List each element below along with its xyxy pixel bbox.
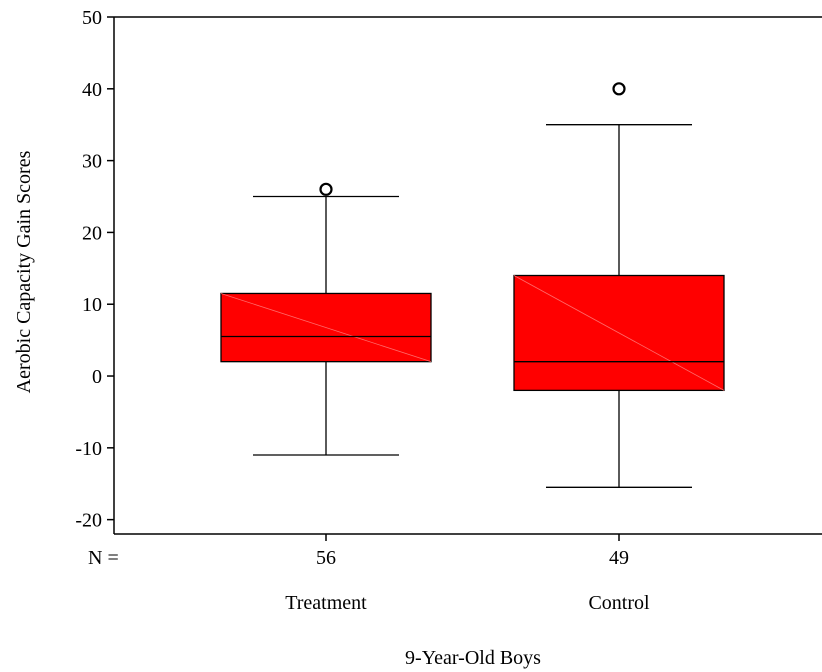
x-axis-label: 9-Year-Old Boys [405, 647, 541, 669]
n-value-label: 56 [316, 547, 336, 569]
y-tick-label: 0 [92, 366, 102, 388]
n-value-label: 49 [609, 547, 629, 569]
y-tick-label: 10 [82, 294, 102, 316]
n-label: N = [88, 547, 119, 569]
box-diagonal-artifact [513, 275, 725, 391]
category-label: Treatment [285, 592, 367, 614]
y-tick-label: -10 [75, 438, 102, 460]
category-label: Control [588, 592, 650, 614]
y-tick-label: 50 [82, 7, 102, 29]
y-tick-label: -20 [75, 510, 102, 532]
y-tick-label: 20 [82, 222, 102, 244]
y-tick-label: 30 [82, 151, 102, 173]
y-tick-label: 40 [82, 79, 102, 101]
box-diagonal-artifact [220, 293, 432, 363]
plot-area: 50 40 30 20 10 0 -10 -20 56 Treatment 49 Control [75, 7, 822, 614]
outlier-point [612, 82, 626, 96]
outlier-point [319, 182, 333, 196]
y-axis-label: Aerobic Capacity Gain Scores [13, 150, 35, 393]
